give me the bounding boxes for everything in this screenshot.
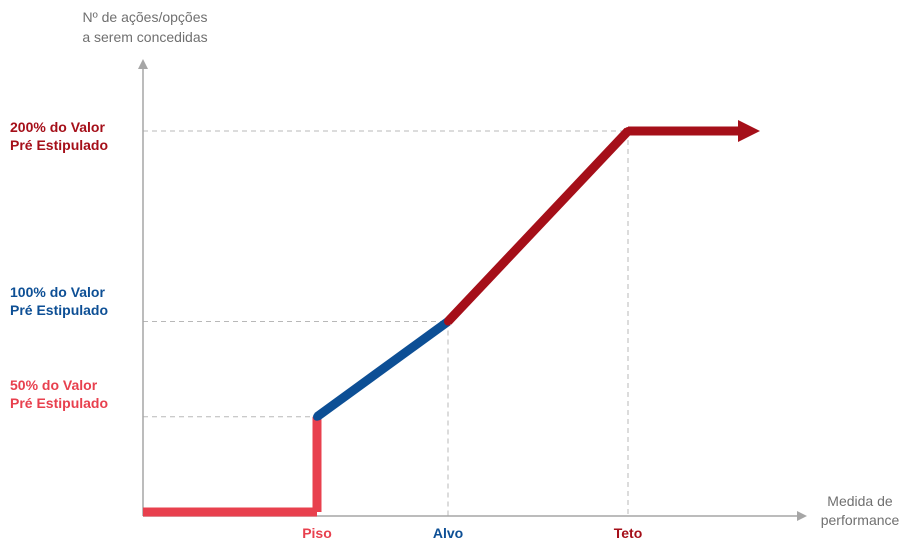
x-tick-label-piso: Piso <box>302 525 332 541</box>
guide-lines <box>143 130 629 516</box>
y-tick-label-100-line-1: 100% do Valor <box>10 284 105 300</box>
y-axis-title-line-1: Nº de ações/opções <box>83 9 208 25</box>
y-axis-title-line-2: a serem concedidas <box>82 29 207 45</box>
y-tick-label-50-line-2: Pré Estipulado <box>10 395 108 411</box>
segment-floor-to-target <box>314 317 451 421</box>
x-axis-title-line-1: Medida de <box>827 493 893 509</box>
x-tick-label-teto: Teto <box>614 525 643 541</box>
y-tick-label-100-line-2: Pré Estipulado <box>10 302 108 318</box>
payout-series <box>143 120 760 517</box>
y-tick-label-50-line-1: 50% do Valor <box>10 377 98 393</box>
point-piso <box>313 412 321 421</box>
point-teto <box>624 127 632 135</box>
y-tick-label-200-line-1: 200% do Valor <box>10 119 105 135</box>
x-axis-title-line-2: performance <box>821 512 900 528</box>
segment-target-to-ceiling <box>444 127 632 325</box>
point-alvo <box>444 317 452 326</box>
x-tick-label-alvo: Alvo <box>433 525 463 541</box>
segment-arrowhead <box>738 120 760 142</box>
y-tick-label-200-line-2: Pré Estipulado <box>10 137 108 153</box>
